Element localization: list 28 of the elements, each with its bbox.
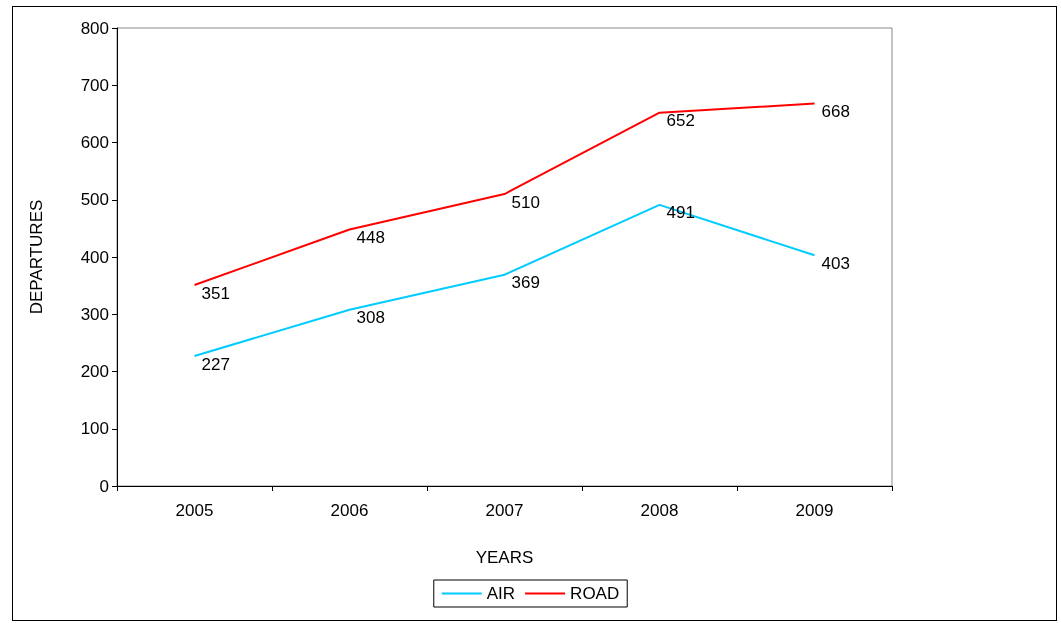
data-label: 652 (666, 111, 695, 131)
data-label: 668 (821, 102, 850, 122)
line-series (193, 102, 816, 287)
y-axis-title: DEPARTURES (27, 199, 46, 315)
data-label: 369 (511, 273, 540, 293)
data-label: 227 (201, 354, 230, 374)
data-label: 403 (821, 253, 850, 273)
y-tick-label: 400 (80, 247, 109, 267)
data-label: 308 (356, 308, 385, 328)
data-label: 510 (511, 192, 540, 212)
y-tick-label: 800 (80, 18, 109, 38)
y-tick-label: 300 (80, 304, 109, 324)
data-label: 448 (356, 228, 385, 248)
y-tick-label: 100 (80, 419, 109, 439)
x-tick-label: 2008 (640, 501, 679, 520)
x-axis-title: YEARS (475, 548, 534, 567)
y-tick-label: 200 (80, 362, 109, 381)
x-tick-label: 2007 (485, 501, 524, 520)
y-tick-label: 700 (80, 75, 109, 95)
legend-label: ROAD (570, 584, 620, 603)
x-tick-label: 2006 (330, 501, 369, 520)
x-tick-label: 2005 (175, 501, 214, 520)
y-tick-label: 500 (80, 190, 109, 210)
legend-label: AIR (486, 584, 516, 603)
y-tick-label: 600 (80, 133, 109, 152)
data-label: 351 (201, 283, 230, 303)
x-tick-label: 2009 (795, 501, 834, 520)
y-tick-label: 0 (99, 476, 109, 496)
